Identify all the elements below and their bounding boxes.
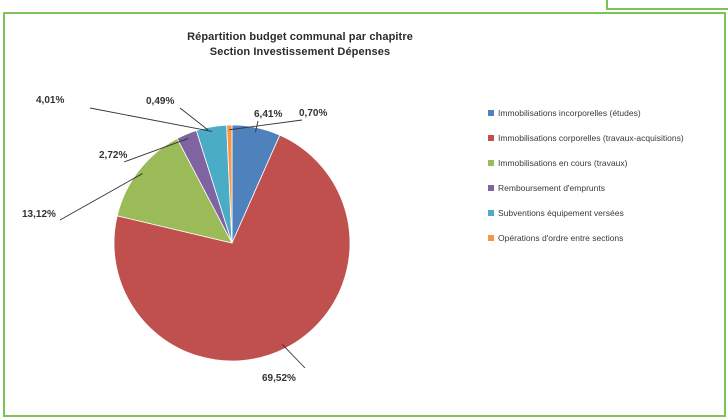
legend-label: Immobilisations en cours (travaux) [498, 158, 628, 168]
data-label: 4,01% [36, 95, 64, 106]
legend-swatch [488, 185, 494, 191]
legend-label: Immobilisations corporelles (travaux-acq… [498, 133, 684, 143]
chart-legend: Immobilisations incorporelles (études) Im… [488, 108, 720, 258]
data-label: 69,52% [262, 373, 296, 384]
leader-line [255, 120, 259, 133]
legend-item: Immobilisations incorporelles (études) [488, 108, 720, 119]
legend-item: Opérations d'ordre entre sections [488, 233, 720, 244]
leader-line [59, 173, 143, 221]
leader-line [179, 107, 209, 131]
data-label: 6,41% [254, 109, 282, 120]
pie-slice [226, 124, 233, 244]
leader-line [229, 119, 303, 131]
legend-swatch [488, 110, 494, 116]
legend-item: Immobilisations en cours (travaux) [488, 158, 720, 169]
pie-slice [113, 134, 351, 362]
legend-label: Immobilisations incorporelles (études) [498, 108, 641, 118]
leader-line [123, 138, 189, 163]
chart-title: Répartition budget communal par chapitre [187, 31, 413, 43]
chart-title-block: Répartition budget communal par chapitre… [120, 30, 480, 60]
data-label: 13,12% [22, 209, 56, 220]
legend-swatch [488, 210, 494, 216]
chart-subtitle: Section Investissement Dépenses [209, 46, 391, 58]
data-label: 0,70% [299, 108, 327, 119]
legend-swatch [488, 235, 494, 241]
data-label: 2,72% [99, 150, 127, 161]
leader-line [89, 107, 213, 132]
pie-slice [116, 138, 233, 244]
legend-swatch [488, 160, 494, 166]
legend-item: Subventions équipement versées [488, 208, 720, 219]
top-tab-decoration [606, 0, 728, 10]
legend-item: Remboursement d'emprunts [488, 183, 720, 194]
legend-item: Immobilisations corporelles (travaux-acq… [488, 133, 720, 144]
legend-label: Remboursement d'emprunts [498, 183, 605, 193]
legend-label: Subventions équipement versées [498, 208, 624, 218]
legend-swatch [488, 135, 494, 141]
leader-line [282, 344, 306, 369]
legend-label: Opérations d'ordre entre sections [498, 233, 624, 243]
data-label: 0,49% [146, 96, 174, 107]
